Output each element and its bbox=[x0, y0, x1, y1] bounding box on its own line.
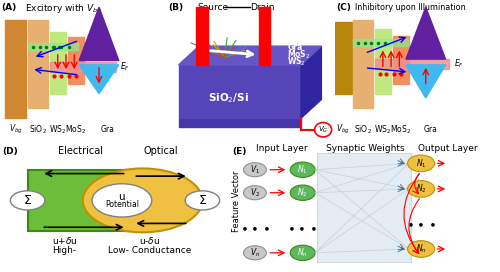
Text: Inhibitory upon Illumination: Inhibitory upon Illumination bbox=[355, 3, 466, 12]
Text: $\Sigma$: $\Sigma$ bbox=[23, 194, 32, 207]
Text: $V_n$: $V_n$ bbox=[250, 247, 260, 259]
Text: (B): (B) bbox=[168, 3, 184, 12]
Text: $N_1$: $N_1$ bbox=[298, 163, 308, 176]
Text: $\bullet\bullet\bullet$: $\bullet\bullet\bullet$ bbox=[288, 221, 318, 234]
Text: High-: High- bbox=[52, 246, 76, 255]
Circle shape bbox=[290, 162, 315, 177]
Text: Input Layer: Input Layer bbox=[256, 144, 308, 153]
Bar bbox=[5, 20, 26, 118]
Bar bbox=[50, 62, 116, 72]
Text: Potential: Potential bbox=[105, 200, 139, 209]
Circle shape bbox=[92, 184, 152, 217]
Text: $N_2$: $N_2$ bbox=[298, 187, 308, 199]
Text: WS$_2$: WS$_2$ bbox=[288, 56, 306, 68]
Bar bbox=[50, 32, 66, 94]
Text: $E_F$: $E_F$ bbox=[454, 58, 464, 70]
Text: u+$\delta$u: u+$\delta$u bbox=[52, 235, 77, 246]
Text: Drain: Drain bbox=[250, 3, 274, 12]
Text: Gra: Gra bbox=[288, 44, 302, 52]
Bar bbox=[196, 7, 207, 65]
Text: $N_1$: $N_1$ bbox=[416, 157, 426, 169]
Polygon shape bbox=[301, 46, 322, 118]
Text: (D): (D) bbox=[2, 147, 18, 156]
Polygon shape bbox=[406, 65, 446, 98]
Bar bbox=[353, 20, 373, 108]
Polygon shape bbox=[178, 118, 301, 127]
Circle shape bbox=[314, 122, 332, 137]
Text: Electrical: Electrical bbox=[58, 146, 103, 156]
Bar bbox=[393, 36, 409, 84]
Text: Feature Vector: Feature Vector bbox=[232, 171, 240, 233]
Text: Gra: Gra bbox=[424, 125, 438, 134]
Polygon shape bbox=[406, 7, 446, 59]
Text: Low- Conductance: Low- Conductance bbox=[108, 246, 191, 255]
Circle shape bbox=[10, 191, 45, 210]
Circle shape bbox=[244, 186, 266, 200]
Text: (A): (A) bbox=[2, 3, 17, 12]
Bar bbox=[353, 39, 408, 46]
Text: $N_2$: $N_2$ bbox=[416, 183, 426, 195]
Text: WS$_2$: WS$_2$ bbox=[49, 123, 66, 136]
Circle shape bbox=[408, 241, 434, 257]
Bar bbox=[258, 7, 270, 65]
Text: u: u bbox=[118, 192, 125, 202]
Bar bbox=[68, 38, 84, 84]
FancyBboxPatch shape bbox=[28, 170, 138, 231]
Circle shape bbox=[290, 185, 315, 200]
Polygon shape bbox=[79, 65, 119, 94]
Bar bbox=[374, 59, 449, 69]
Text: $\Sigma$: $\Sigma$ bbox=[198, 194, 207, 207]
Circle shape bbox=[244, 246, 266, 260]
Circle shape bbox=[290, 245, 315, 261]
Text: MoS$_2$: MoS$_2$ bbox=[66, 123, 86, 136]
Text: (C): (C) bbox=[336, 3, 351, 12]
Bar bbox=[28, 43, 78, 51]
Text: Gra: Gra bbox=[100, 125, 114, 134]
Text: $N_n$: $N_n$ bbox=[416, 243, 426, 255]
Text: $V_2$: $V_2$ bbox=[250, 187, 260, 199]
Bar bbox=[374, 29, 391, 94]
Text: $N_n$: $N_n$ bbox=[298, 247, 308, 259]
Text: $\bullet\bullet\bullet$: $\bullet\bullet\bullet$ bbox=[406, 217, 436, 230]
Text: Excitory with $V_{bg}$: Excitory with $V_{bg}$ bbox=[25, 3, 102, 16]
Circle shape bbox=[408, 181, 434, 197]
Text: SiO$_2$/Si: SiO$_2$/Si bbox=[208, 91, 248, 105]
Ellipse shape bbox=[83, 168, 202, 232]
Text: $\bullet\bullet\bullet$: $\bullet\bullet\bullet$ bbox=[240, 221, 270, 234]
Text: Source: Source bbox=[197, 3, 228, 12]
Text: (E): (E) bbox=[232, 147, 246, 156]
Circle shape bbox=[185, 191, 220, 210]
Text: Output Layer: Output Layer bbox=[418, 144, 478, 153]
Text: u-$\delta$u: u-$\delta$u bbox=[139, 235, 160, 246]
Polygon shape bbox=[178, 65, 301, 118]
Text: $V_{bg}$: $V_{bg}$ bbox=[336, 123, 350, 136]
Bar bbox=[28, 20, 48, 108]
Bar bbox=[317, 153, 410, 262]
Circle shape bbox=[408, 155, 434, 172]
Text: $V_{bg}$: $V_{bg}$ bbox=[9, 123, 22, 136]
Bar bbox=[335, 22, 351, 94]
Text: MoS$_2$: MoS$_2$ bbox=[288, 49, 310, 61]
Text: Synaptic Weights: Synaptic Weights bbox=[326, 144, 404, 153]
Text: MoS$_2$: MoS$_2$ bbox=[390, 123, 411, 136]
Text: $E_F$: $E_F$ bbox=[120, 61, 130, 73]
Text: WS$_2$: WS$_2$ bbox=[374, 123, 392, 136]
Text: $V_1$: $V_1$ bbox=[250, 163, 260, 176]
Text: SiO$_2$: SiO$_2$ bbox=[29, 123, 47, 136]
Circle shape bbox=[244, 163, 266, 177]
Polygon shape bbox=[178, 46, 322, 65]
Text: $V_G$: $V_G$ bbox=[318, 125, 328, 135]
Text: SiO$_2$: SiO$_2$ bbox=[354, 123, 372, 136]
Text: Optical: Optical bbox=[144, 146, 178, 156]
Polygon shape bbox=[79, 7, 119, 61]
